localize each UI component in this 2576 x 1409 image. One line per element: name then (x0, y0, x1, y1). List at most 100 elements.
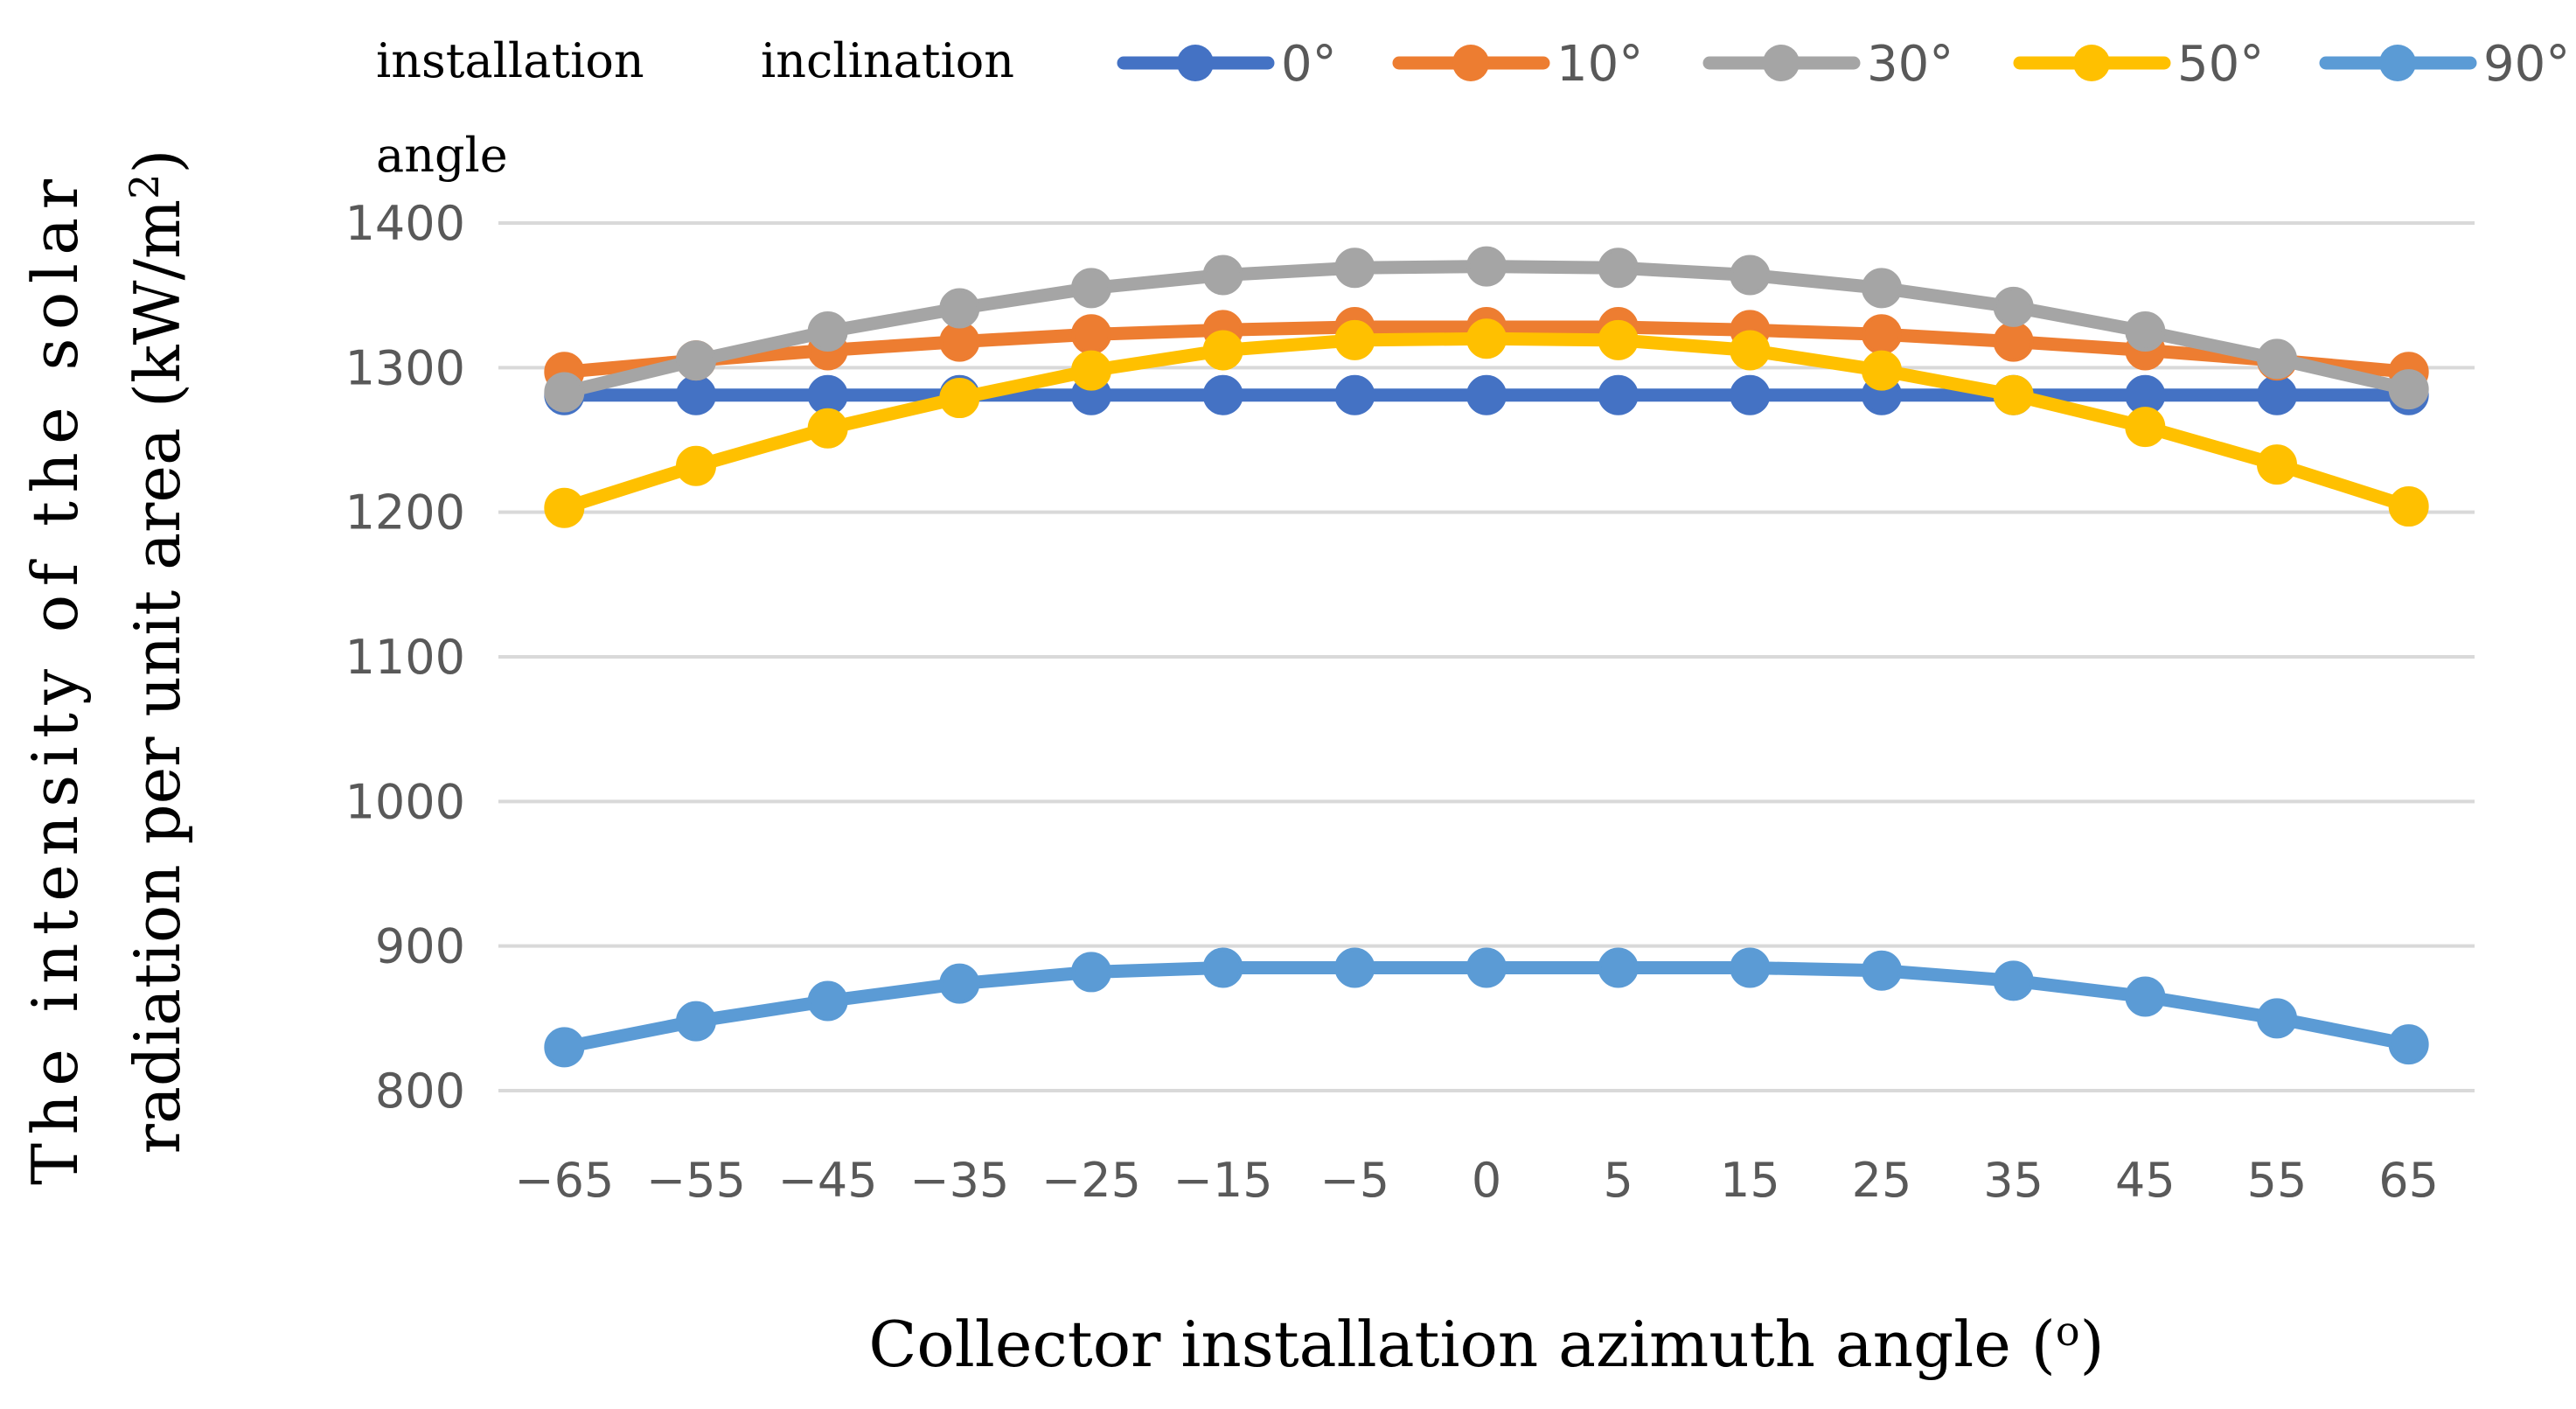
data-point (1334, 947, 1375, 988)
y-tick-label: 800 (375, 1064, 465, 1119)
data-point (2125, 407, 2166, 448)
data-point (1598, 374, 1639, 415)
y-axis-tick-labels: 800 900 1000 1100 1200 1300 1400 (345, 196, 465, 1119)
legend-swatch-marker (2379, 45, 2416, 81)
x-tick-label: 15 (1720, 1153, 1780, 1208)
legend: installation inclination angle 0° 10° 30° 50° 9… (376, 33, 2570, 183)
legend-item: 30° (1702, 36, 1953, 93)
data-point (807, 408, 848, 449)
x-tick-label: −5 (1320, 1153, 1390, 1208)
legend-item: 90° (2319, 36, 2570, 93)
data-point (544, 487, 585, 528)
data-point (939, 963, 980, 1004)
data-point (1202, 330, 1243, 371)
legend-swatch-marker (2073, 45, 2110, 81)
data-point (807, 311, 848, 352)
data-point (1202, 255, 1243, 296)
data-point (1993, 286, 2034, 327)
y-tick-label: 1400 (345, 196, 465, 251)
data-point (1862, 350, 1902, 391)
data-point (1071, 268, 1111, 309)
legend-swatch-marker (1177, 45, 1214, 81)
data-point (2125, 311, 2166, 352)
data-point (2125, 976, 2166, 1017)
data-point (1071, 952, 1111, 993)
data-point (1071, 314, 1111, 355)
x-axis-title: Collector installation azimuth angle (o) (868, 1308, 2104, 1381)
data-point (1730, 255, 1771, 296)
legend-item: 50° (2013, 36, 2264, 93)
data-point (2257, 444, 2297, 485)
x-tick-label: 35 (1983, 1153, 2043, 1208)
legend-item: 10° (1392, 36, 1643, 93)
legend-swatch-marker (1452, 45, 1489, 81)
legend-label: 50° (2177, 36, 2264, 93)
x-tick-label: −25 (1041, 1153, 1141, 1208)
legend-label: 30° (1867, 36, 1953, 93)
legend-title-line: angle (376, 128, 508, 183)
data-point (676, 445, 716, 486)
data-point (544, 372, 585, 413)
legend-title-line: inclination (761, 33, 1014, 88)
x-tick-label: 0 (1472, 1153, 1501, 1208)
data-point (676, 1001, 716, 1042)
legend-label: 10° (1556, 36, 1643, 93)
data-point (1993, 374, 2034, 415)
data-point (2388, 369, 2429, 410)
legend-label: 0° (1281, 36, 1337, 93)
data-point (1862, 314, 1902, 355)
data-point (1598, 319, 1639, 360)
y-axis-title: The intensity of the solar radiation per … (18, 150, 194, 1185)
x-tick-label: −65 (514, 1153, 614, 1208)
data-point (544, 1027, 585, 1068)
y-axis-title-line: radiation per unit area (kW/m2) (121, 150, 194, 1154)
legend-label: 90° (2483, 36, 2570, 93)
data-point (1334, 319, 1375, 360)
data-point (1862, 950, 1902, 991)
data-point (1598, 947, 1639, 988)
x-tick-label: 5 (1603, 1153, 1633, 1208)
data-point (939, 288, 980, 329)
y-tick-label: 1300 (345, 340, 465, 395)
y-tick-label: 1200 (345, 485, 465, 541)
series-group (544, 246, 2429, 413)
series-group (544, 318, 2429, 528)
data-point (1334, 374, 1375, 415)
x-tick-label: 65 (2378, 1153, 2439, 1208)
data-point (1993, 321, 2034, 362)
legend-title-line: installation (376, 33, 644, 88)
data-point (676, 374, 716, 415)
data-point (939, 321, 980, 362)
data-point (1730, 330, 1771, 371)
data-point (2257, 374, 2297, 415)
data-point (1730, 374, 1771, 415)
data-point (1598, 248, 1639, 289)
data-point (2388, 1024, 2429, 1065)
data-point (1202, 947, 1243, 988)
y-axis-title-line: The intensity of the solar (18, 178, 92, 1185)
data-point (1466, 246, 1507, 287)
data-point (807, 980, 848, 1022)
data-point (1993, 960, 2034, 1001)
y-tick-label: 900 (375, 919, 465, 974)
data-point (939, 378, 980, 419)
data-point (1071, 350, 1111, 391)
data-point (1334, 248, 1375, 289)
y-tick-label: 1100 (345, 630, 465, 685)
data-point (1862, 268, 1902, 309)
legend-swatch-marker (1763, 45, 1800, 81)
data-point (1730, 947, 1771, 988)
data-point (1466, 318, 1507, 359)
series-group (544, 947, 2429, 1068)
data-series (544, 246, 2429, 1068)
data-point (1466, 947, 1507, 988)
x-tick-label: −15 (1173, 1153, 1273, 1208)
data-point (2257, 998, 2297, 1039)
data-point (1202, 374, 1243, 415)
x-axis-tick-labels: −65 −55 −45 −35 −25 −15 −5 0 5 15 25 35 45 55 65 (514, 1153, 2439, 1208)
data-point (676, 340, 716, 381)
data-point (1466, 374, 1507, 415)
data-point (2388, 486, 2429, 527)
x-tick-label: −45 (778, 1153, 878, 1208)
